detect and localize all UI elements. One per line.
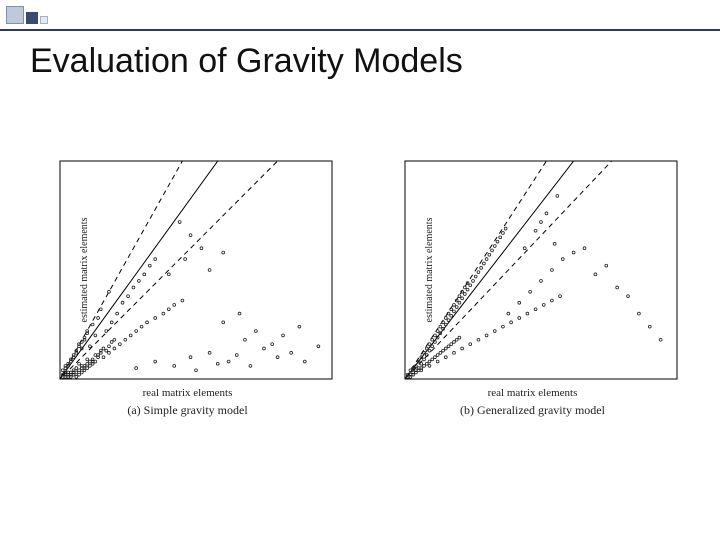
header-rule: [0, 29, 720, 31]
decor-square-3: [40, 16, 48, 24]
caption-b: (b) Generalized gravity model: [460, 403, 605, 418]
corner-decor: [6, 6, 48, 24]
caption-a: (a) Simple gravity model: [127, 403, 247, 418]
decor-square-1: [6, 6, 24, 24]
plot-a-wrap: estimated matrix elements: [38, 155, 338, 385]
plot-b-wrap: estimated matrix elements: [383, 155, 683, 385]
xlabel-b: real matrix elements: [488, 387, 578, 399]
panel-a: estimated matrix elements real matrix el…: [30, 155, 345, 418]
ylabel-b: estimated matrix elements: [423, 218, 434, 323]
decor-square-2: [26, 12, 38, 24]
panel-b: estimated matrix elements real matrix el…: [375, 155, 690, 418]
slide-title: Evaluation of Gravity Models: [30, 42, 463, 81]
ylabel-a: estimated matrix elements: [78, 218, 89, 323]
xlabel-a: real matrix elements: [143, 387, 233, 399]
charts-row: estimated matrix elements real matrix el…: [30, 155, 690, 418]
